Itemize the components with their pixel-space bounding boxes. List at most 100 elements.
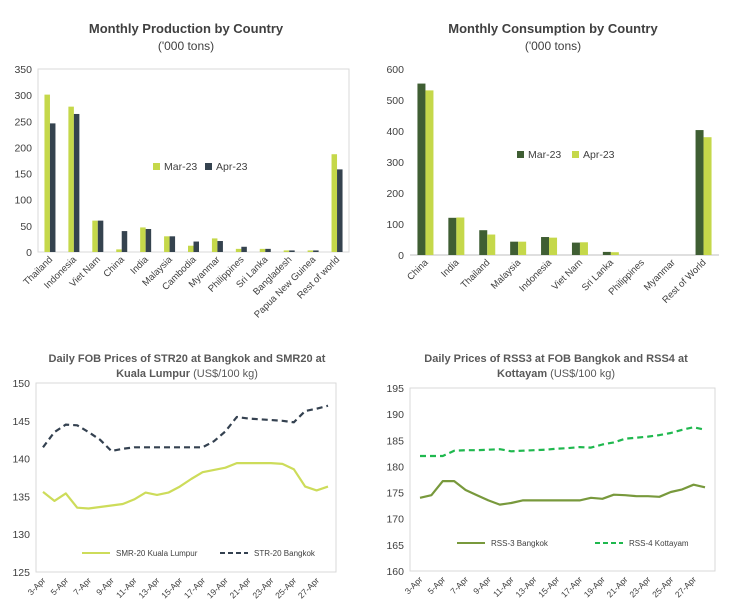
bar [164,236,170,252]
bar [235,248,242,252]
bar [97,220,104,252]
rss-title-location: Kottayam [497,368,547,380]
legend-label: Apr-23 [583,149,615,161]
x-tick-label: 25-Apr [650,574,675,599]
x-tick-label: 17-Apr [182,575,207,600]
y-tick-label: 0 [398,250,404,262]
rss-chart-title-line2: Kottayam (US$/100 kg) [497,368,615,380]
series-line [42,404,329,453]
bar [259,248,266,252]
bar [541,237,550,255]
y-tick-label: 170 [386,514,404,526]
y-tick-label: 400 [386,126,404,138]
y-tick-label: 135 [12,491,30,503]
category-label: Indonesia [517,257,554,294]
bar [116,249,122,252]
production-chart-subtitle: ('000 tons) [158,39,214,53]
y-tick-label: 0 [26,247,32,259]
x-tick-label: 25-Apr [273,575,298,600]
str20-smr20-chart: Daily FOB Prices of STR20 at Bangkok and… [12,353,337,600]
x-tick-label: 9-Apr [94,575,116,597]
bar [456,217,465,255]
bar [695,130,704,255]
y-tick-label: 300 [14,90,32,102]
bar [487,234,496,255]
y-tick-label: 600 [386,64,404,76]
rss-title-unit: (US$/100 kg) [547,368,615,380]
category-label: China [405,257,431,283]
x-tick-label: 23-Apr [627,574,652,599]
str20-chart-title-line1: Daily FOB Prices of STR20 at Bangkok and… [49,353,326,365]
bar [703,137,712,255]
category-label: India [439,257,462,280]
y-tick-label: 100 [14,195,32,207]
y-tick-label: 175 [386,488,404,500]
legend-label: Apr-23 [216,161,248,173]
x-tick-label: 5-Apr [425,574,447,596]
bar [479,230,488,255]
str20-title-location: Kuala Lumpur [116,368,191,380]
bar [571,242,580,255]
legend-label: STR-20 Bangkok [254,549,316,558]
x-tick-label: 7-Apr [448,574,470,596]
bar [337,169,343,252]
bar [140,227,146,252]
production-chart-title: Monthly Production by Country [89,21,284,36]
y-tick-label: 250 [14,116,32,128]
category-label: Viet Nam [550,257,585,292]
series-line [419,480,706,506]
x-tick-label: 23-Apr [250,575,275,600]
x-tick-label: 11-Apr [491,574,516,599]
bar [289,250,295,252]
x-tick-label: 27-Apr [296,575,321,600]
bar [217,241,223,252]
bar [610,252,619,255]
legend-label: SMR-20 Kuala Lumpur [116,549,198,558]
bar [307,250,314,252]
y-tick-label: 50 [20,221,32,233]
x-tick-label: 19-Apr [205,575,230,600]
y-tick-label: 160 [386,566,404,578]
bar [169,236,176,252]
bar [602,251,611,255]
bar [193,241,199,252]
bar [92,220,98,252]
legend-swatch [153,163,160,170]
bar [211,238,218,252]
x-tick-label: 3-Apr [403,574,425,596]
bar [49,123,56,253]
legend-label: Mar-23 [164,161,197,173]
bar [44,94,50,253]
str20-chart-title-line2: Kuala Lumpur (US$/100 kg) [116,368,258,380]
bar [145,228,152,252]
x-tick-label: 21-Apr [228,575,253,600]
x-tick-label: 7-Apr [71,575,93,597]
x-tick-label: 21-Apr [605,574,630,599]
legend-label: Mar-23 [528,149,561,161]
bar [188,245,194,252]
bar [417,83,426,255]
consumption-chart: Monthly Consumption by Country ('000 ton… [386,21,719,306]
bar [549,237,558,255]
x-tick-label: 19-Apr [582,574,607,599]
legend-swatch [572,151,579,158]
bar [331,154,338,252]
y-tick-label: 190 [386,409,404,421]
consumption-chart-title: Monthly Consumption by Country [448,21,658,36]
legend-label: RSS-4 Kottayam [629,539,689,548]
bar [241,246,247,252]
y-tick-label: 150 [14,169,32,181]
y-tick-label: 125 [12,567,30,579]
category-label: China [102,254,128,280]
series-line [420,426,706,458]
x-tick-label: 17-Apr [559,574,584,599]
y-tick-label: 150 [12,378,30,390]
rss-chart: Daily Prices of RSS3 at FOB Bangkok and … [386,353,716,599]
y-tick-label: 500 [386,95,404,107]
x-tick-label: 15-Apr [159,575,184,600]
x-tick-label: 27-Apr [673,574,698,599]
bar [313,250,319,252]
y-tick-label: 140 [12,454,30,466]
y-tick-label: 130 [12,529,30,541]
